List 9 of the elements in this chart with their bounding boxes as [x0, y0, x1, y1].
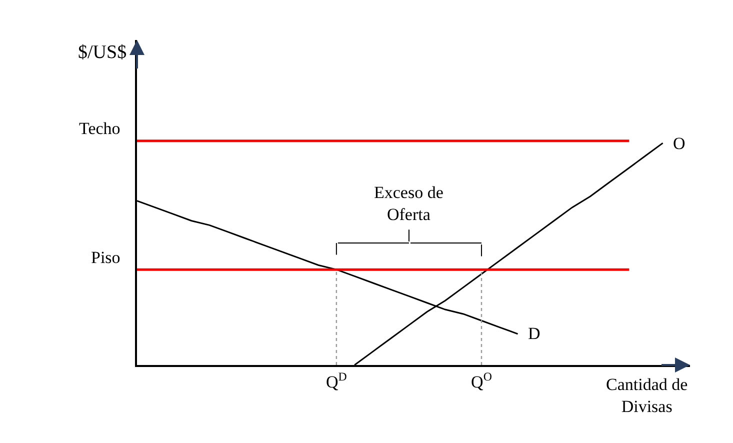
x-tick-label: Q$^{O}$ [471, 369, 492, 392]
y-axis-title: $/US$ [78, 42, 127, 63]
ref-line-label: Techo [79, 119, 120, 138]
x-tick-label: Q$^{D}$ [326, 369, 348, 392]
ref-line-label: Piso [91, 248, 120, 267]
annotation: Exceso de Oferta [374, 183, 444, 224]
series-label: O [673, 134, 686, 153]
x-axis-title: Cantidad de Divisas [606, 375, 688, 416]
series-label: D [528, 324, 540, 343]
